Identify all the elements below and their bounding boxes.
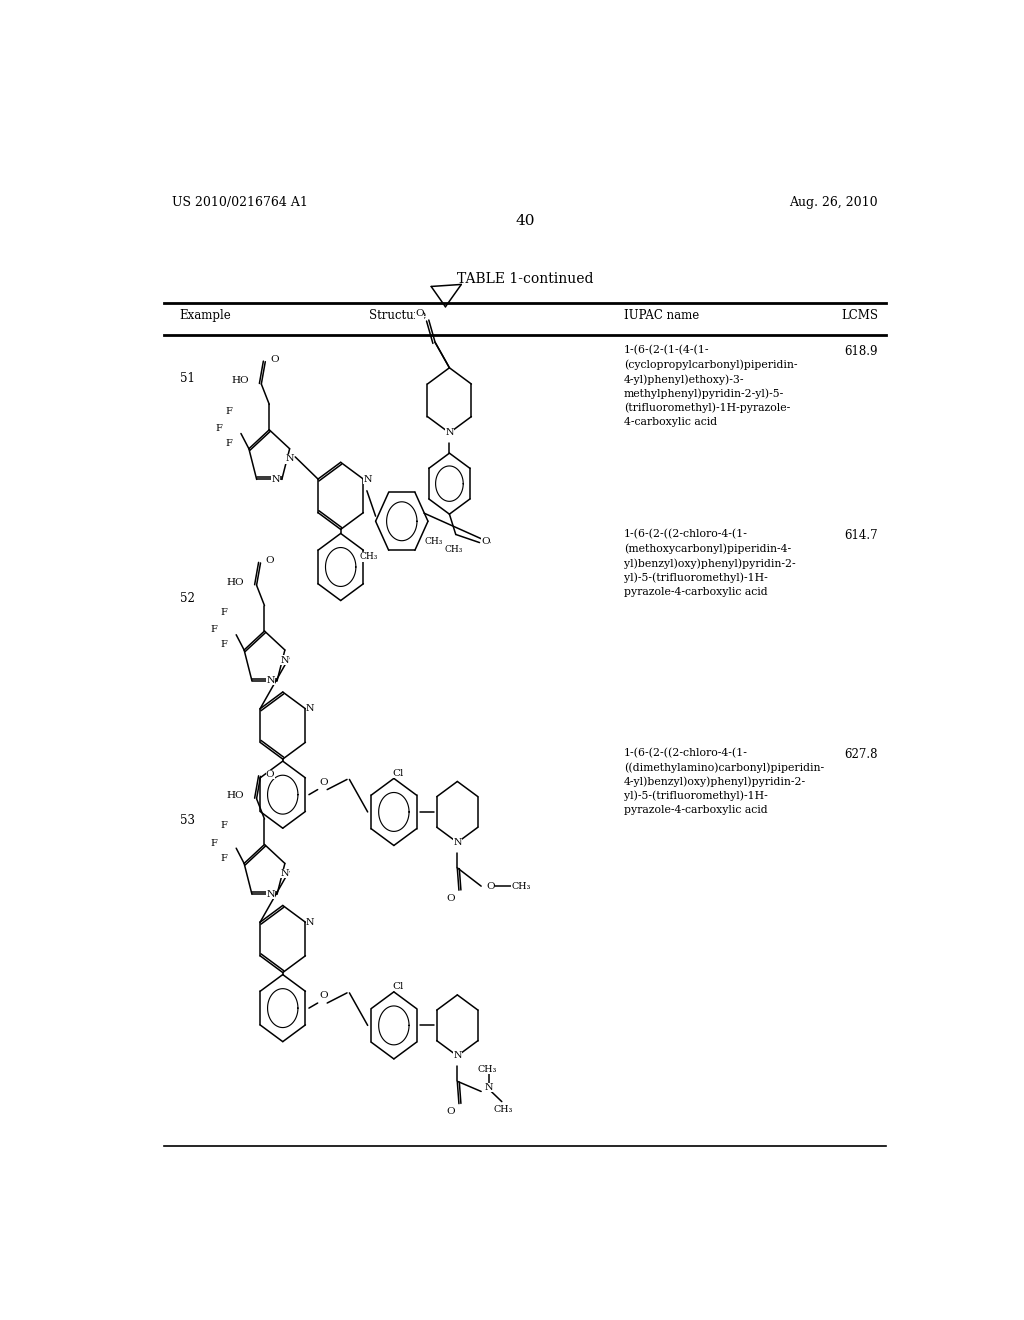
Text: O: O [266, 770, 274, 779]
Text: Cl: Cl [392, 982, 403, 991]
Text: IUPAC name: IUPAC name [624, 309, 699, 322]
Text: O: O [270, 355, 280, 364]
Text: N: N [271, 475, 280, 484]
Text: 1-(6-(2-((2-chloro-4-(1-
(methoxycarbonyl)piperidin-4-
yl)benzyl)oxy)phenyl)pyri: 1-(6-(2-((2-chloro-4-(1- (methoxycarbony… [624, 529, 796, 597]
Text: O: O [318, 991, 328, 1001]
Text: LCMS: LCMS [841, 309, 878, 322]
Text: N: N [306, 705, 314, 713]
Text: F: F [221, 640, 227, 649]
Text: CH₃: CH₃ [478, 1065, 498, 1073]
Text: N: N [484, 1082, 494, 1092]
Text: Example: Example [179, 309, 231, 322]
Text: O: O [266, 557, 274, 565]
Text: 618.9: 618.9 [845, 346, 878, 359]
Text: TABLE 1-continued: TABLE 1-continued [457, 272, 593, 286]
Text: N: N [281, 656, 289, 665]
Text: 1-(6-(2-(1-(4-(1-
(cyclopropylcarbonyl)piperidin-
4-yl)phenyl)ethoxy)-3-
methylp: 1-(6-(2-(1-(4-(1- (cyclopropylcarbonyl)p… [624, 346, 798, 426]
Text: CH₃: CH₃ [494, 1105, 513, 1114]
Text: F: F [211, 838, 217, 847]
Text: Aug. 26, 2010: Aug. 26, 2010 [790, 195, 878, 209]
Text: 1-(6-(2-((2-chloro-4-(1-
((dimethylamino)carbonyl)piperidin-
4-yl)benzyl)oxy)phe: 1-(6-(2-((2-chloro-4-(1- ((dimethylamino… [624, 748, 824, 814]
Text: 614.7: 614.7 [845, 529, 878, 543]
Text: 40: 40 [515, 214, 535, 228]
Text: F: F [215, 424, 222, 433]
Text: N: N [306, 917, 314, 927]
Text: F: F [221, 821, 227, 830]
Text: O: O [318, 777, 328, 787]
Text: N: N [445, 428, 454, 437]
Text: 52: 52 [179, 593, 195, 606]
Text: CH₃: CH₃ [444, 545, 463, 554]
Text: HO: HO [226, 791, 244, 800]
Text: N: N [281, 869, 289, 878]
Text: F: F [221, 854, 227, 863]
Text: Structure: Structure [370, 309, 426, 322]
Text: F: F [211, 626, 217, 634]
Text: N: N [364, 475, 372, 483]
Text: N: N [453, 838, 462, 847]
Text: F: F [221, 609, 227, 616]
Text: N: N [266, 676, 275, 685]
Text: 627.8: 627.8 [845, 748, 878, 760]
Text: O: O [486, 882, 495, 891]
Text: CH₃: CH₃ [511, 882, 530, 891]
Text: O: O [481, 537, 490, 546]
Text: 53: 53 [179, 814, 195, 826]
Text: US 2010/0216764 A1: US 2010/0216764 A1 [172, 195, 307, 209]
Text: O: O [446, 894, 456, 903]
Text: O: O [415, 309, 424, 318]
Text: HO: HO [226, 578, 244, 586]
Text: 51: 51 [179, 372, 195, 385]
Text: O: O [446, 1107, 456, 1117]
Text: Cl: Cl [392, 768, 403, 777]
Text: CH₃: CH₃ [359, 552, 378, 561]
Text: F: F [225, 407, 232, 416]
Text: N: N [286, 454, 294, 463]
Text: F: F [225, 440, 232, 449]
Text: N: N [453, 1052, 462, 1060]
Text: HO: HO [231, 376, 249, 385]
Text: CH₃: CH₃ [424, 537, 442, 546]
Text: N: N [266, 890, 275, 899]
